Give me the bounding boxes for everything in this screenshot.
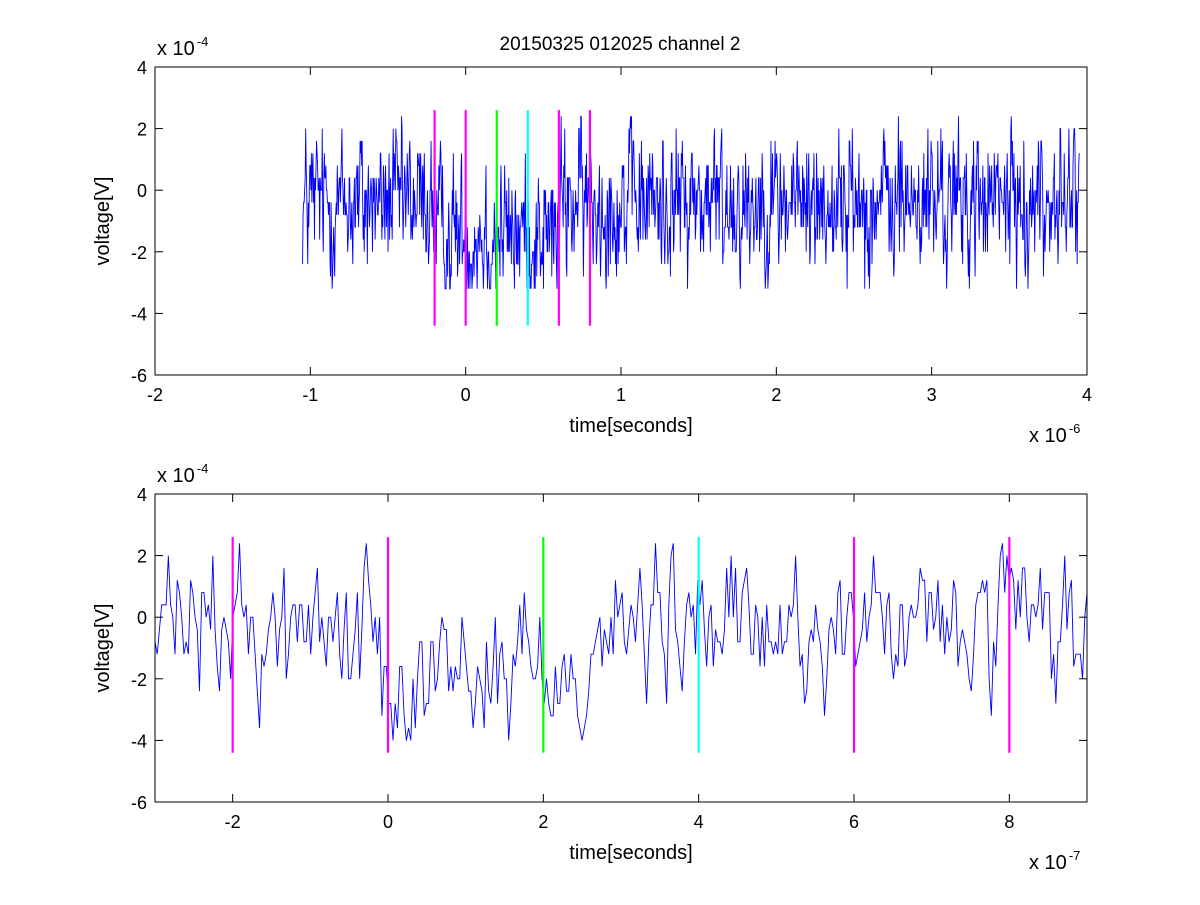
y-tick-label: -2 <box>131 670 147 690</box>
x-tick-label: 0 <box>383 812 393 832</box>
x-tick-label: -1 <box>302 385 318 405</box>
y-tick-label: -6 <box>131 793 147 813</box>
y-tick-label: 2 <box>137 547 147 567</box>
x-tick-label: 6 <box>849 812 859 832</box>
axes-frame <box>154 493 1088 803</box>
top-subplot: -2 -1 0 1 2 3 4 -6 -4 -2 0 2 4 time[seconds] voltage[V… <box>92 34 1092 447</box>
x-axis-label: time[seconds] <box>569 415 692 437</box>
y-tick-label: -6 <box>131 366 147 386</box>
y-tick-label: 4 <box>137 58 147 78</box>
signal-trace <box>155 543 1087 741</box>
x-tick-label: 8 <box>1004 812 1014 832</box>
x-exponent-label: x 10 -6 <box>1029 421 1080 447</box>
x-tick-label: 4 <box>1082 385 1092 405</box>
x-exponent-label: x 10 -7 <box>1029 848 1080 874</box>
y-tick-label: -4 <box>131 731 147 751</box>
x-tick-label: 1 <box>616 385 626 405</box>
y-exponent-label: x 10 -4 <box>157 461 208 487</box>
y-axis-label: voltage[V] <box>92 604 114 693</box>
x-axis-label: time[seconds] <box>569 842 692 864</box>
x-tick-label: 3 <box>927 385 937 405</box>
x-tick-label: -2 <box>225 812 241 832</box>
bottom-subplot: -2 0 2 4 6 8-6-4-2024time[seconds]voltage[V]x… <box>92 461 1088 874</box>
figure-title: 20150325 012025 channel 2 <box>500 34 741 55</box>
y-tick-label: 4 <box>137 485 147 505</box>
y-axis-label: voltage[V] <box>92 177 114 266</box>
y-tick-label: -4 <box>131 304 147 324</box>
signal-trace <box>302 115 1080 290</box>
x-tick-label: 2 <box>538 812 548 832</box>
x-tick-label: -2 <box>147 385 163 405</box>
y-tick-label: 0 <box>137 608 147 628</box>
y-exponent-label: x 10 -4 <box>157 34 208 60</box>
x-tick-label: 4 <box>694 812 704 832</box>
y-tick-label: -2 <box>131 243 147 263</box>
x-tick-label: 2 <box>771 385 781 405</box>
x-tick-label: 0 <box>461 385 471 405</box>
y-tick-label: 2 <box>137 120 147 140</box>
y-tick-label: 0 <box>137 181 147 201</box>
